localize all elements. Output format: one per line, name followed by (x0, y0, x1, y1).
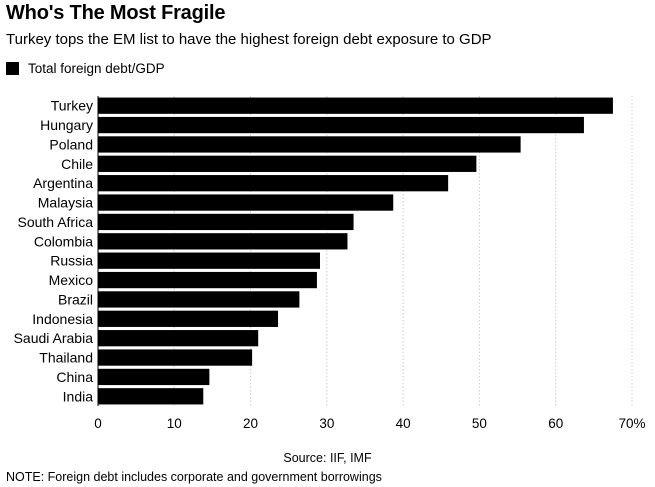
bars (97, 96, 613, 406)
category-labels: Turkey Hungary Poland Chile Argentina Malaysi… (14, 98, 94, 405)
source-note: Source: IIF, IMF (283, 451, 372, 465)
category-label: Indonesia (32, 311, 93, 327)
category-label: Chile (61, 156, 93, 172)
bar (98, 175, 449, 192)
x-tick-label: 60 (548, 416, 563, 431)
x-tick-label: 40 (396, 416, 411, 431)
category-label: Hungary (40, 117, 93, 133)
bar (98, 330, 259, 347)
bar (98, 388, 204, 405)
category-label: Malaysia (38, 195, 93, 211)
chart-subtitle: Turkey tops the EM list to have the high… (6, 31, 492, 48)
x-tick-labels: 0 10 20 30 40 50 60 70% (94, 416, 645, 431)
bar (98, 155, 477, 172)
legend: Total foreign debt/GDP (6, 61, 165, 76)
category-label: China (56, 369, 93, 385)
x-tick-label: 20 (243, 416, 258, 431)
category-label: Argentina (33, 175, 93, 191)
bar (98, 213, 354, 231)
x-tick-label: 70% (618, 416, 645, 431)
category-label: Poland (49, 136, 93, 152)
bar (98, 136, 521, 153)
bar (98, 194, 394, 211)
bar (98, 116, 584, 134)
grid-lines (173, 96, 633, 406)
category-label: Russia (50, 253, 93, 269)
category-label: Colombia (34, 233, 93, 249)
bar (98, 252, 320, 269)
bar (98, 233, 348, 250)
bar (98, 368, 210, 386)
footnote: NOTE: Foreign debt includes corporate an… (6, 470, 382, 484)
chart-title: Who's The Most Fragile (6, 2, 226, 24)
x-tick-label: 0 (94, 416, 102, 431)
bar (98, 349, 253, 366)
category-label: Thailand (39, 350, 93, 366)
category-label: Saudi Arabia (14, 330, 94, 346)
x-tick-label: 50 (472, 416, 487, 431)
bar-chart: Turkey Hungary Poland Chile Argentina Malaysi… (14, 96, 646, 431)
legend-swatch (6, 62, 19, 75)
category-label: South Africa (18, 214, 94, 230)
x-tick-label: 10 (167, 416, 182, 431)
legend-label: Total foreign debt/GDP (28, 61, 165, 76)
bar (98, 97, 613, 114)
x-tick-label: 30 (319, 416, 334, 431)
category-label: Mexico (49, 272, 94, 288)
category-label: Turkey (51, 98, 93, 114)
category-label: Brazil (58, 291, 93, 307)
category-label: India (63, 388, 94, 404)
bar (98, 271, 317, 289)
bar (98, 310, 279, 327)
bar (98, 291, 300, 308)
